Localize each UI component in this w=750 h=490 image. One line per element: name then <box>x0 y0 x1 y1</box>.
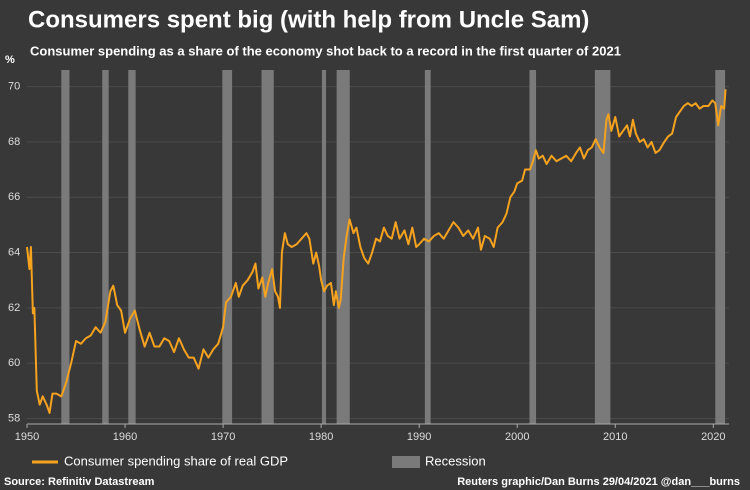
recession-bar <box>594 70 611 424</box>
x-tick-label: 1980 <box>309 431 333 443</box>
chart-title: Consumers spent big (with help from Uncl… <box>28 6 589 33</box>
credit: Reuters graphic/Dan Burns 29/04/2021 @da… <box>457 476 740 488</box>
x-tick-label: 2000 <box>505 431 529 443</box>
source: Source: Refinitiv Datastream <box>4 476 155 488</box>
recession-bar <box>61 70 70 424</box>
recession-bar <box>424 70 431 424</box>
data-line <box>26 89 727 414</box>
y-tick-label: 60 <box>8 357 20 369</box>
x-tick-label: 1970 <box>211 431 235 443</box>
x-tick-label: 1990 <box>407 431 431 443</box>
x-tick-label: 1950 <box>15 431 39 443</box>
y-tick-label: 58 <box>8 412 20 424</box>
x-tick-label: 1960 <box>113 431 137 443</box>
y-tick-label: 62 <box>8 302 20 314</box>
legend-label: Consumer spending share of real GDP <box>64 453 288 468</box>
recession-bar <box>321 70 327 424</box>
recession-bar <box>336 70 350 424</box>
recession-bar <box>222 70 233 424</box>
recession-bar <box>261 70 274 424</box>
legend-label: Recession <box>425 453 486 468</box>
recession-bar <box>529 70 537 424</box>
legend-swatch <box>392 456 420 468</box>
y-tick-label: 66 <box>8 191 20 203</box>
y-unit: % <box>5 54 15 66</box>
x-tick-label: 2010 <box>603 431 627 443</box>
y-tick-label: 70 <box>8 81 20 93</box>
recession-bar <box>715 70 726 424</box>
chart-subtitle: Consumer spending as a share of the econ… <box>30 43 621 58</box>
y-tick-label: 64 <box>8 246 20 258</box>
y-tick-label: 68 <box>8 136 20 148</box>
recession-bar <box>102 70 109 424</box>
recession-bar <box>128 70 136 424</box>
x-tick-label: 2020 <box>701 431 725 443</box>
